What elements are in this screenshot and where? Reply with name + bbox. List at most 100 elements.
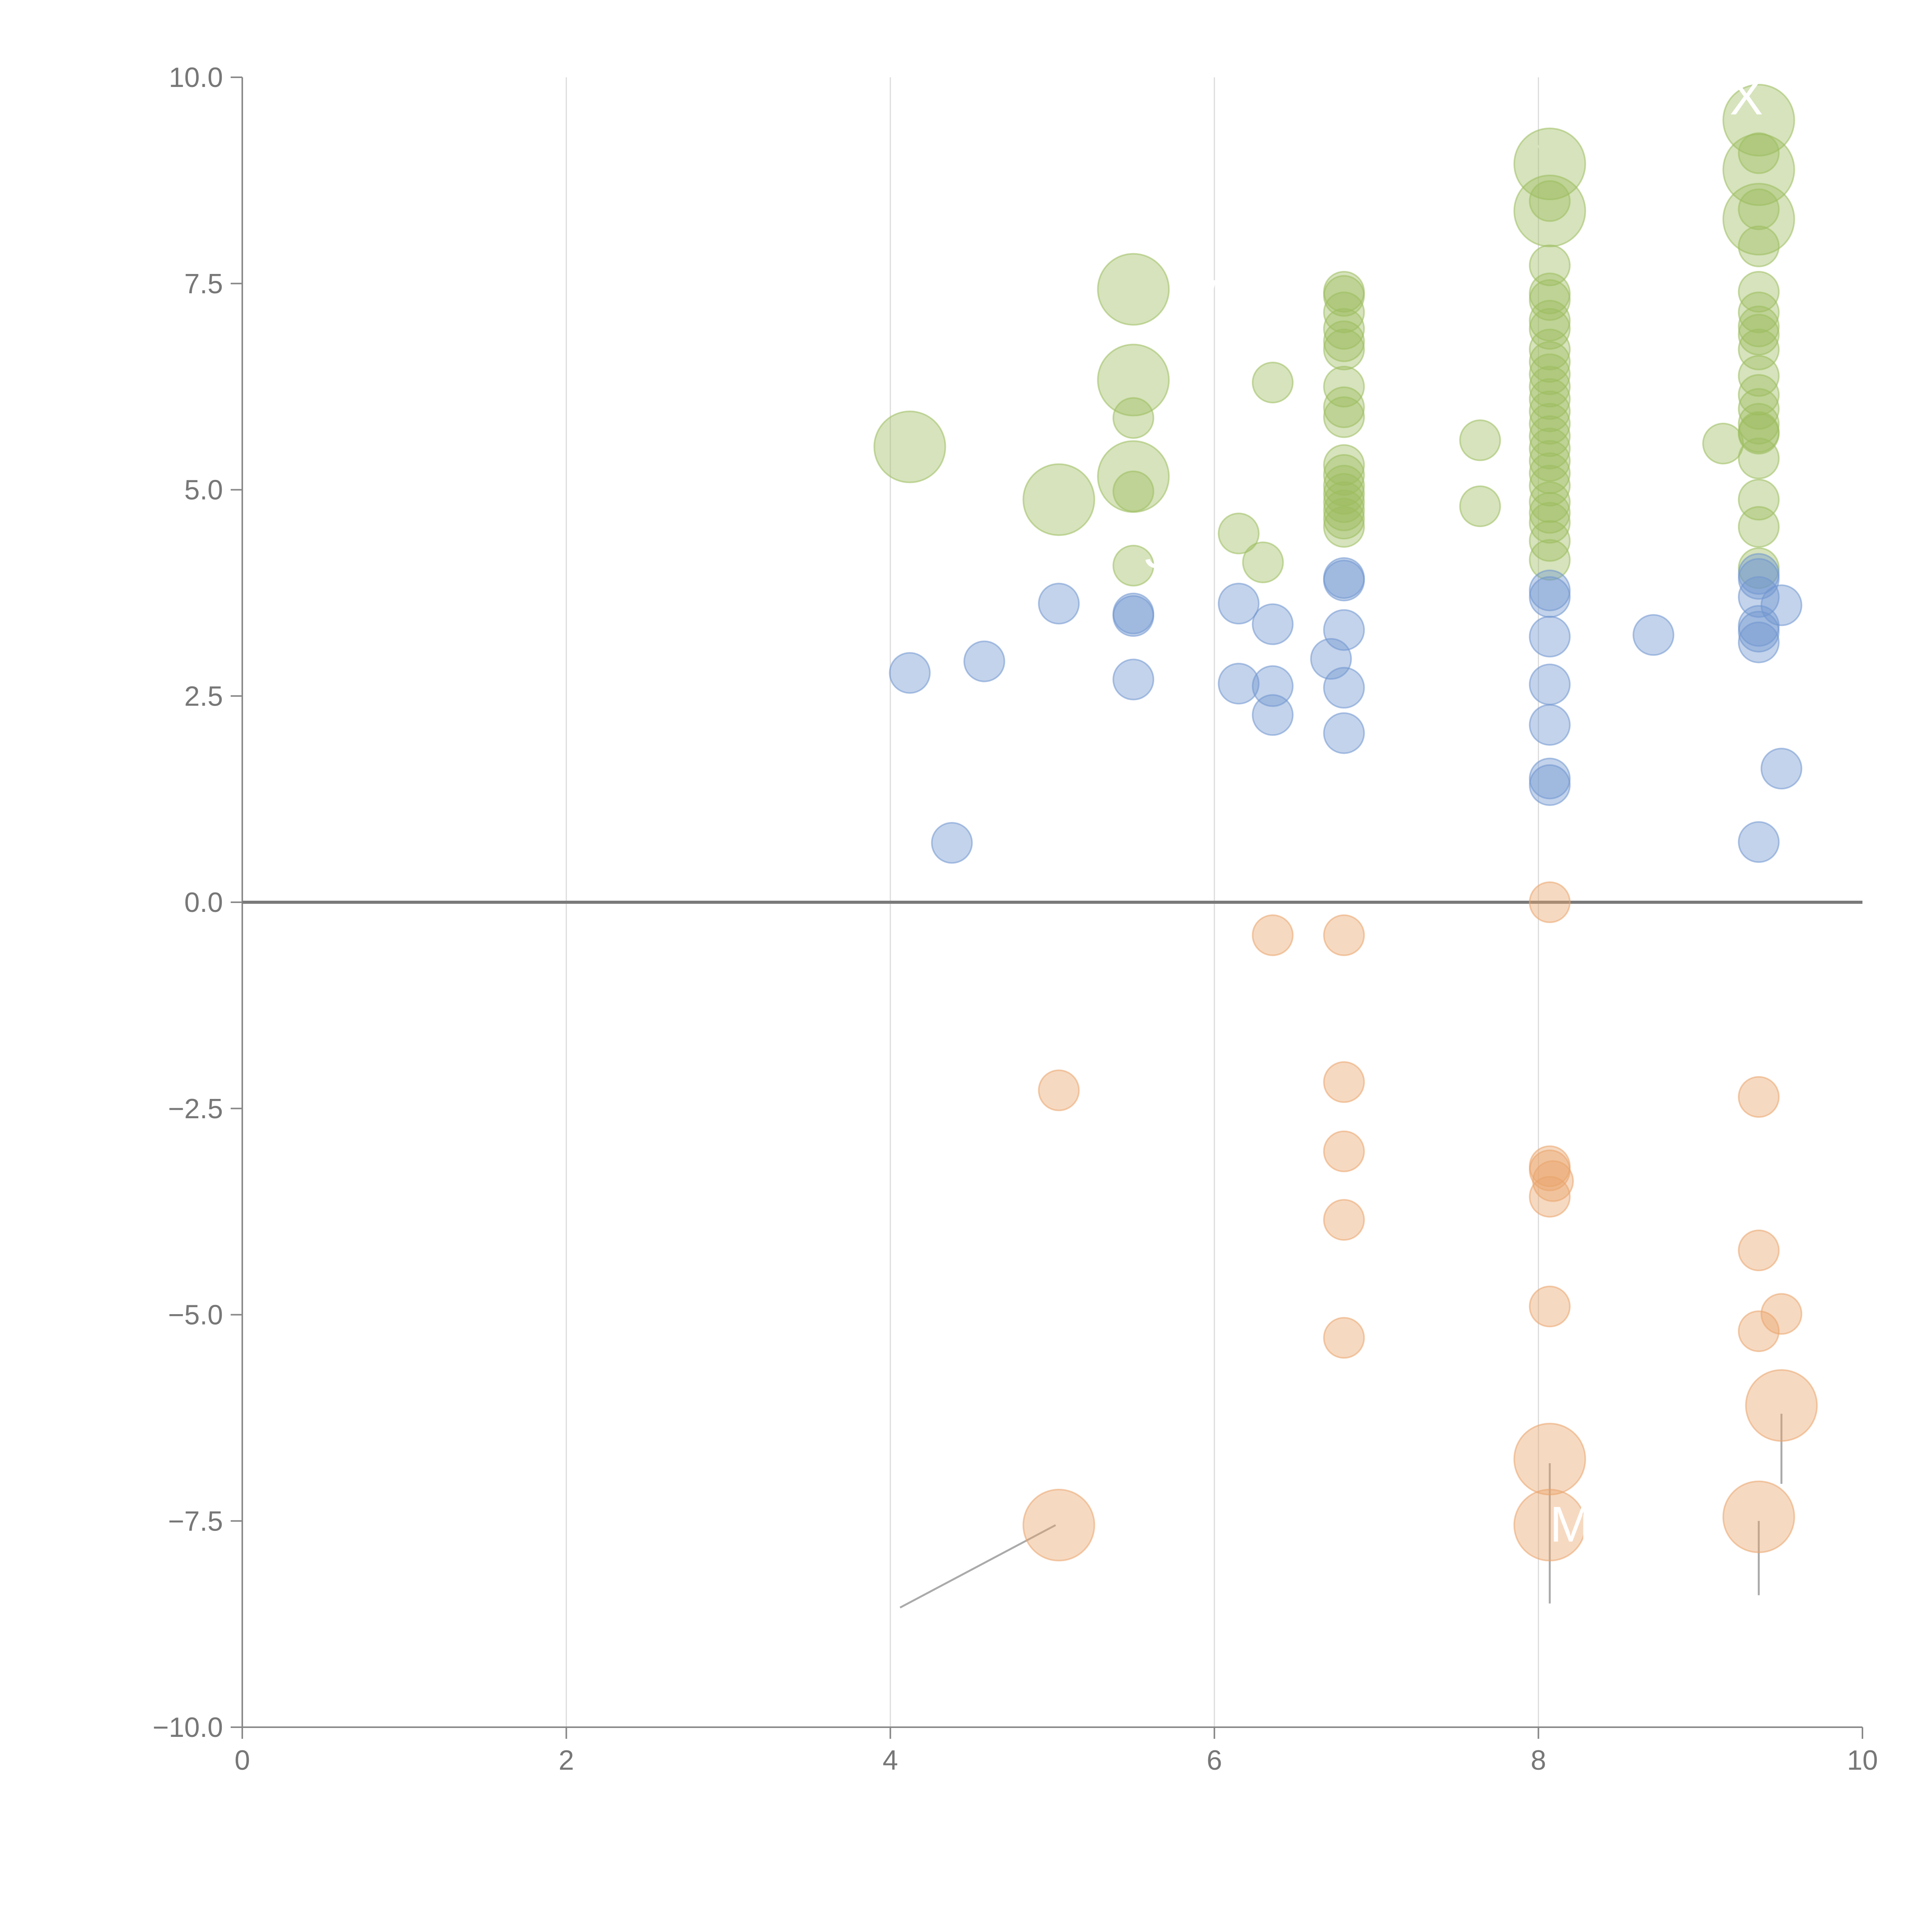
point-label: M xyxy=(1550,1496,1592,1553)
data-point xyxy=(1529,403,1571,445)
data-point xyxy=(931,822,973,864)
data-point xyxy=(1722,84,1795,157)
data-point xyxy=(1529,180,1571,222)
y-tick-label: −5.0 xyxy=(168,1300,223,1331)
data-point xyxy=(1097,344,1170,417)
data-point xyxy=(1529,390,1571,432)
data-point xyxy=(1323,291,1365,333)
data-point xyxy=(1722,1480,1795,1553)
axes: 0 2 4 6 8 10 10.0 7.5 5.0 2.5 0.0 −2.5 −5.0 −7.5 −10.0 xyxy=(153,62,1878,1776)
data-point xyxy=(1529,520,1571,562)
data-point xyxy=(1738,621,1780,663)
x-tick-label: 8 xyxy=(1531,1745,1546,1776)
point-label: X xyxy=(1730,69,1763,125)
point-label: S xyxy=(1143,522,1177,579)
y-tick-label: 7.5 xyxy=(184,269,223,299)
data-point xyxy=(1529,366,1571,408)
y-tick-label: −10.0 xyxy=(153,1712,223,1743)
data-point xyxy=(1760,584,1803,626)
data-point xyxy=(1323,464,1365,507)
data-point xyxy=(1112,397,1155,439)
data-point xyxy=(1529,616,1571,658)
data-point xyxy=(1738,413,1780,455)
x-tick-label: 2 xyxy=(559,1745,574,1776)
label-leader-line xyxy=(1124,683,1134,701)
data-point xyxy=(1529,427,1571,469)
data-point xyxy=(889,652,931,694)
label-leader-line xyxy=(1110,262,1126,280)
data-point xyxy=(1738,506,1780,548)
label-leader-line xyxy=(1136,357,1163,379)
data-point xyxy=(1459,419,1501,461)
y-tick-label: 2.5 xyxy=(184,681,223,712)
data-point xyxy=(1323,396,1365,438)
data-point xyxy=(1323,667,1365,709)
data-point xyxy=(1218,583,1260,625)
label-leader-lines xyxy=(900,143,1782,1609)
data-point xyxy=(1513,128,1586,201)
data-points xyxy=(873,84,1818,1561)
data-point xyxy=(1745,1369,1818,1442)
data-point xyxy=(1738,821,1780,863)
x-tick-label: 10 xyxy=(1847,1745,1878,1776)
data-point xyxy=(1323,914,1365,956)
data-point xyxy=(1529,663,1571,706)
point-labels: W S X M xyxy=(1143,69,1763,1553)
data-point xyxy=(1323,560,1365,602)
y-tick-label: 10.0 xyxy=(169,62,223,93)
data-point xyxy=(1738,305,1780,347)
data-point xyxy=(1323,386,1365,428)
point-label: W xyxy=(1169,269,1216,326)
data-point xyxy=(1112,595,1155,637)
label-leader-line xyxy=(1058,498,1066,527)
data-point xyxy=(1722,133,1795,206)
data-point xyxy=(1738,188,1780,230)
data-point xyxy=(1529,1286,1571,1328)
data-point xyxy=(1323,498,1365,540)
data-point xyxy=(1097,253,1170,326)
data-point xyxy=(1323,1199,1365,1241)
data-point xyxy=(1738,403,1780,445)
data-point xyxy=(1252,694,1294,736)
data-point xyxy=(1323,320,1365,362)
data-point xyxy=(873,410,946,483)
label-leader-line xyxy=(1534,143,1544,152)
label-leader-line xyxy=(1758,192,1763,226)
data-point xyxy=(1529,341,1571,383)
data-point xyxy=(1738,225,1780,267)
data-point xyxy=(1532,1160,1574,1202)
data-point xyxy=(1529,440,1571,482)
x-tick-label: 6 xyxy=(1207,1745,1222,1776)
data-point xyxy=(1112,470,1155,512)
data-point xyxy=(963,640,1005,682)
data-point xyxy=(1529,378,1571,420)
y-tick-label: −7.5 xyxy=(168,1506,223,1537)
data-point xyxy=(1529,1176,1571,1218)
data-point xyxy=(1738,547,1780,589)
data-point xyxy=(1242,541,1284,583)
data-point xyxy=(1323,481,1365,523)
data-point xyxy=(1760,748,1803,790)
data-point xyxy=(1738,437,1780,480)
data-point xyxy=(1738,328,1780,371)
data-point xyxy=(1022,1488,1095,1561)
data-point xyxy=(1323,712,1365,754)
data-point xyxy=(1529,502,1571,544)
label-leader-line xyxy=(900,1524,1056,1609)
data-point xyxy=(1529,299,1571,342)
data-point xyxy=(1112,544,1155,587)
data-point xyxy=(1529,539,1571,581)
data-point xyxy=(1738,314,1780,356)
data-point xyxy=(1529,353,1571,395)
data-point xyxy=(1022,463,1095,536)
data-point xyxy=(1218,663,1260,705)
data-point xyxy=(1310,638,1352,680)
data-point xyxy=(1738,576,1780,618)
data-point xyxy=(1038,583,1080,625)
data-point xyxy=(1112,658,1155,701)
x-tick-label: 0 xyxy=(235,1745,250,1776)
data-point xyxy=(1252,603,1294,645)
data-point xyxy=(1738,355,1780,397)
y-tick-label: −2.5 xyxy=(168,1094,223,1124)
x-tick-label: 4 xyxy=(883,1745,898,1776)
